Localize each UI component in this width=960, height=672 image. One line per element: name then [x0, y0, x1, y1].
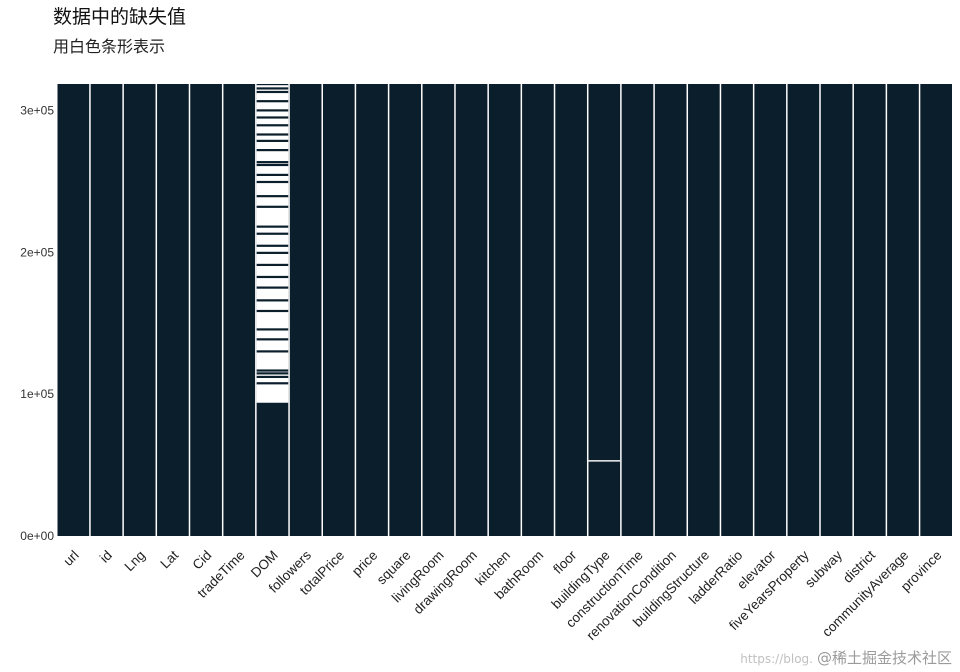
column-kitchen [488, 84, 521, 536]
column-fiveYearsProperty [787, 84, 820, 536]
present-band-DOM-2 [256, 100, 289, 103]
column-drawingRoom [455, 84, 488, 536]
column-buildingStructure [688, 84, 720, 536]
present-band-DOM-8 [256, 148, 289, 152]
present-band-DOM-19 [256, 263, 289, 267]
column-ladderRatio [721, 84, 753, 536]
column-bathRoom [522, 84, 554, 536]
present-band-DOM-1 [256, 90, 289, 94]
y-tick-label: 1e+05 [20, 387, 54, 401]
column-followers [289, 84, 322, 536]
x-tick-label-id: id [97, 548, 115, 566]
present-band-DOM-0 [256, 87, 289, 90]
column-district [853, 84, 886, 536]
x-tick-label-url: url [60, 548, 81, 569]
y-tick-label: 3e+05 [20, 104, 54, 118]
y-tick-label: 2e+05 [20, 245, 54, 259]
x-tick-label-Lng: Lng [122, 548, 149, 575]
present-band-DOM-29 [256, 375, 289, 379]
present-band-DOM-18 [256, 251, 289, 254]
column-square [389, 84, 422, 536]
present-band-DOM-5 [256, 124, 289, 127]
x-tick-label-subway: subway [802, 547, 845, 590]
watermark-url: https://blog. [740, 652, 813, 666]
column-url [57, 84, 90, 536]
present-band-DOM-12 [256, 180, 289, 184]
present-band-DOM-9 [256, 161, 289, 164]
chart-subtitle: 用白色条形表示 [53, 37, 166, 56]
present-band-DOM-6 [256, 133, 289, 136]
present-band-DOM-11 [256, 173, 289, 177]
present-band-DOM-16 [256, 232, 289, 235]
column-price [356, 84, 388, 536]
column-Lat [157, 84, 189, 536]
present-band-DOM-30 [256, 382, 289, 385]
column-floor [555, 84, 587, 536]
column-communityAverage [887, 84, 919, 536]
column-buildingType [588, 84, 621, 536]
present-band-DOM-4 [256, 116, 289, 119]
present-band-DOM-10 [256, 163, 289, 167]
column-subway [820, 84, 853, 536]
x-tick-label-floor: floor [550, 547, 580, 577]
column-Cid [190, 84, 222, 536]
present-band-DOM-17 [256, 244, 289, 247]
chart-title: 数据中的缺失值 [53, 6, 187, 28]
present-band-DOM-27 [256, 369, 289, 372]
present-band-DOM-25 [256, 338, 289, 341]
column-livingRoom [422, 84, 455, 536]
column-totalPrice [322, 84, 355, 536]
present-band-DOM-21 [256, 286, 289, 289]
column-id [90, 84, 123, 536]
x-tick-label-Cid: Cid [190, 548, 215, 573]
present-band-DOM-28 [256, 372, 289, 375]
column-Lng [123, 84, 156, 536]
present-band-DOM-7 [256, 139, 289, 142]
column-renovationCondition [654, 84, 687, 536]
present-band-DOM-15 [256, 225, 289, 228]
y-tick-label: 0e+00 [20, 529, 54, 543]
column-province [920, 84, 952, 536]
column-tradeTime [223, 84, 256, 536]
present-band-DOM-23 [256, 309, 289, 313]
column-elevator [754, 84, 787, 536]
present-band-DOM-3 [256, 109, 289, 112]
x-tick-label-Lat: Lat [157, 547, 181, 571]
present-band-DOM-22 [256, 299, 289, 302]
column-constructionTime [621, 84, 654, 536]
missing-span-DOM-0 [256, 85, 289, 403]
present-band-DOM-24 [256, 328, 289, 331]
present-band-DOM-20 [256, 275, 289, 279]
watermark: https://blog. @稀土掘金技术社区 [740, 647, 952, 668]
present-band-DOM-14 [256, 205, 289, 208]
watermark-text: @稀土掘金技术社区 [816, 649, 952, 667]
missing-span-buildingType-0 [588, 460, 621, 462]
present-band-DOM-13 [256, 195, 289, 198]
present-band-DOM-26 [256, 350, 289, 353]
